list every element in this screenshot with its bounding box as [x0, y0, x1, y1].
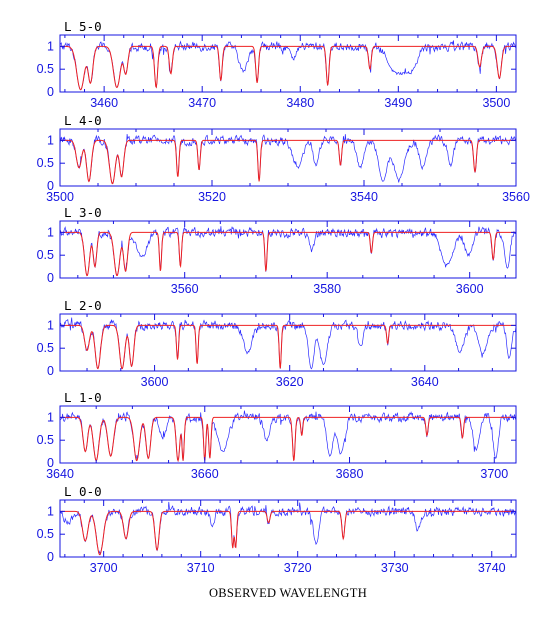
model-spectrum: [60, 510, 516, 556]
model-spectrum: [60, 324, 516, 370]
y-tick-label: 0: [47, 456, 54, 470]
panel-title: L 1-0: [64, 390, 102, 405]
axes-frame: [59, 313, 517, 372]
model-spectrum: [60, 139, 516, 185]
y-tick-label: 1: [47, 318, 54, 332]
y-tick-label: 0: [47, 364, 54, 378]
y-tick-label: 0.5: [37, 156, 54, 170]
x-tick-label: 3540: [350, 190, 378, 204]
axes-frame: [59, 220, 517, 279]
panel-title: L 2-0: [64, 298, 102, 313]
x-tick-label: 3740: [478, 561, 506, 575]
x-tick-label: 3500: [46, 190, 74, 204]
y-tick-label: 0.5: [37, 62, 54, 76]
y-tick-label: 0: [47, 271, 54, 285]
x-tick-label: 3680: [336, 467, 364, 481]
y-tick-label: 0: [47, 85, 54, 99]
y-tick-label: 1: [47, 504, 54, 518]
panel-title: L 5-0: [64, 19, 102, 34]
x-tick-label: 3580: [313, 282, 341, 296]
observed-spectrum: [60, 501, 516, 556]
x-tick-label: 3490: [384, 96, 412, 110]
y-tick-label: 0: [47, 179, 54, 193]
y-tick-label: 1: [47, 133, 54, 147]
x-tick-label: 3730: [381, 561, 409, 575]
panel-5: L 1-0 0 0.5 1 3640 3660 3680 3700: [37, 390, 517, 481]
y-tick-label: 0.5: [37, 433, 54, 447]
model-spectrum: [60, 231, 516, 277]
y-tick-label: 1: [47, 225, 54, 239]
model-spectrum: [60, 45, 516, 91]
x-tick-label: 3700: [480, 467, 508, 481]
observed-spectrum: [60, 226, 516, 276]
x-tick-label: 3480: [286, 96, 314, 110]
x-tick-label: 3560: [502, 190, 530, 204]
axes-frame: [59, 34, 517, 93]
panel-2: L 4-0 0 0.5 1 3500 3520 3540 3560: [37, 113, 530, 204]
axes-frame: [59, 405, 517, 464]
panel-title: L 0-0: [64, 484, 102, 499]
y-tick-label: 1: [47, 410, 54, 424]
y-tick-label: 0.5: [37, 341, 54, 355]
panel-title: L 3-0: [64, 205, 102, 220]
x-tick-label: 3620: [276, 375, 304, 389]
x-tick-label: 3640: [46, 467, 74, 481]
x-tick-label: 3500: [482, 96, 510, 110]
y-tick-label: 0: [47, 550, 54, 564]
x-tick-label: 3710: [187, 561, 215, 575]
panel-title: L 4-0: [64, 113, 102, 128]
x-tick-label: 3470: [188, 96, 216, 110]
y-tick-label: 0.5: [37, 527, 54, 541]
x-tick-label: 3720: [284, 561, 312, 575]
x-tick-label: 3660: [191, 467, 219, 481]
x-tick-label: 3700: [90, 561, 118, 575]
axes-frame: [59, 499, 517, 558]
x-tick-label: 3600: [456, 282, 484, 296]
x-tick-label: 3640: [411, 375, 439, 389]
model-spectrum: [60, 416, 516, 463]
y-tick-label: 0.5: [37, 248, 54, 262]
panel-1: L 5-0 0 0.5 1 3460 3470 3480 3490 3500: [37, 19, 517, 110]
x-tick-label: 3600: [141, 375, 169, 389]
panel-3: L 3-0 0 0.5 1 3560 3580 3600: [37, 205, 517, 296]
observed-spectrum: [60, 133, 516, 184]
observed-spectrum: [60, 40, 516, 91]
x-tick-label: 3560: [171, 282, 199, 296]
panel-4: L 2-0 0 0.5 1 3600 3620 3640: [37, 298, 517, 389]
x-tick-label: 3520: [198, 190, 226, 204]
x-axis-label: OBSERVED WAVELENGTH: [209, 586, 367, 600]
panel-6: L 0-0 0 0.5 1 3700 3710 3720 3730 3740: [37, 484, 517, 575]
y-tick-label: 1: [47, 39, 54, 53]
x-tick-label: 3460: [90, 96, 118, 110]
